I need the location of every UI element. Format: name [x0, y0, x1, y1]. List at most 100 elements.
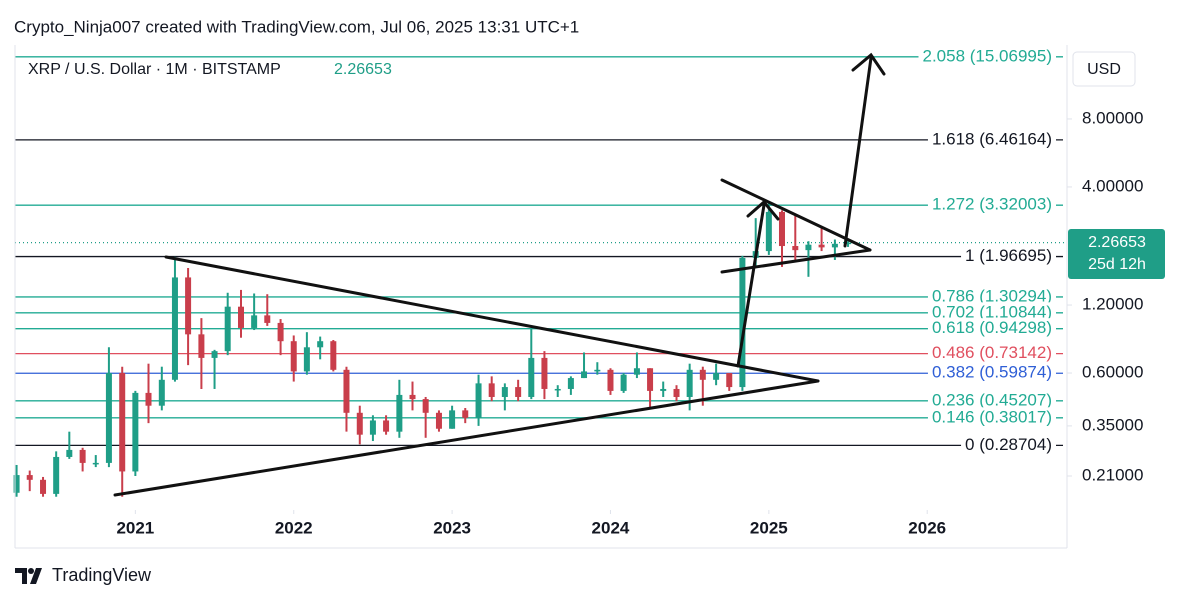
level-label-bg: [927, 194, 1056, 214]
candle-body: [699, 369, 706, 380]
candle-body: [330, 341, 337, 370]
level-label-bg: [961, 246, 1056, 266]
candle-body: [237, 306, 244, 328]
candle-body: [554, 388, 561, 391]
candle-body: [515, 387, 522, 397]
candle-body: [132, 392, 139, 472]
y-tick-label: 4.00000: [1082, 176, 1143, 195]
watermark: TradingView: [52, 565, 152, 585]
candle-body: [119, 373, 126, 472]
candle-body: [778, 211, 785, 247]
price-tag-value: 2.26653: [1088, 234, 1146, 251]
candle-body: [13, 475, 20, 493]
y-tick-label: 0.21000: [1082, 465, 1143, 484]
logo-mark: [15, 568, 42, 584]
candle-body: [211, 351, 218, 358]
candle-body: [633, 368, 640, 375]
level-label-bg: [927, 407, 1056, 427]
candle-body: [567, 378, 574, 389]
level-label-bg: [927, 362, 1056, 382]
arrow: [736, 203, 766, 368]
candle-body: [396, 394, 403, 432]
candle-body: [277, 322, 284, 342]
candle-body: [356, 412, 363, 435]
candle-body: [739, 257, 746, 388]
level-label: 0.786 (1.30294): [932, 286, 1052, 305]
y-tick-label: 0.35000: [1082, 415, 1143, 434]
candle-body: [40, 479, 47, 494]
candle-body: [105, 373, 112, 463]
price-tag-countdown: 25d 12h: [1088, 256, 1146, 273]
candle-body: [726, 373, 733, 388]
level-label-bg: [918, 46, 1056, 66]
candle-body: [317, 341, 324, 348]
price-tag: [1068, 229, 1165, 279]
currency-box[interactable]: [1072, 51, 1136, 87]
candle-body: [26, 475, 33, 480]
trend-line: [720, 248, 872, 274]
y-tick-label: 0.60000: [1082, 363, 1143, 382]
x-tick-label: 2023: [433, 518, 471, 537]
level-label: 1.272 (3.32003): [932, 195, 1052, 214]
candle-body: [224, 306, 231, 352]
logo: [15, 568, 42, 584]
candle-body: [66, 449, 73, 457]
arrow-head: [746, 199, 780, 221]
fib-levels: 2.058 (15.06995) 1.618 (6.46164) 1.272 (3.…: [15, 46, 1067, 454]
y-tick-label: 8.00000: [1082, 108, 1143, 127]
level-label-bg: [927, 129, 1056, 149]
candle-body: [805, 244, 812, 251]
candle-body: [607, 369, 614, 391]
x-tick-label: 2026: [908, 518, 946, 537]
level-label: 1 (1.96695): [965, 246, 1052, 265]
x-tick-label: 2025: [750, 518, 788, 537]
candle-body: [369, 420, 376, 435]
header: Crypto_Ninja007 created with TradingView…: [14, 17, 579, 36]
candle-body: [594, 369, 601, 372]
candle-body: [185, 277, 192, 335]
candle-body: [303, 347, 310, 372]
candle-body: [383, 420, 390, 432]
candle-body: [171, 277, 178, 380]
level-label: 2.058 (15.06995): [923, 46, 1053, 65]
candle-body: [449, 410, 456, 429]
symbol-title: XRP / U.S. Dollar · 1M · BITSTAMP: [28, 61, 281, 78]
candle-body: [528, 357, 535, 397]
candle-body: [343, 369, 350, 413]
level-label: 0.146 (0.38017): [932, 407, 1052, 426]
logo-mark: [28, 568, 34, 574]
level-label-bg: [927, 390, 1056, 410]
candle-body: [264, 315, 271, 323]
candle-body: [409, 394, 416, 400]
trend-line: [113, 379, 820, 497]
candle-body: [660, 388, 667, 391]
level-label-bg: [961, 434, 1056, 454]
level-label: 0 (0.28704): [965, 435, 1052, 454]
x-tick-label: 2022: [275, 518, 313, 537]
candle-body: [422, 399, 429, 413]
candle-body: [845, 242, 852, 245]
legend-price: 2.26653: [334, 61, 392, 78]
y-tick-label: 1.20000: [1082, 295, 1143, 314]
candle-body: [488, 383, 495, 397]
level-label: 0.702 (1.10844): [932, 302, 1052, 321]
level-label-bg: [927, 286, 1056, 306]
candle-body: [647, 368, 654, 391]
candle-body: [765, 211, 772, 252]
level-label: 0.486 (0.73142): [932, 343, 1052, 362]
candle-body: [792, 246, 799, 251]
candle-body: [251, 315, 258, 328]
x-tick-label: 2024: [592, 518, 630, 537]
candle-body: [145, 392, 152, 406]
candle-body: [673, 388, 680, 397]
candle-body: [92, 462, 99, 465]
candle-body: [713, 373, 720, 380]
candle-body: [620, 374, 627, 391]
candle-body: [435, 412, 442, 429]
candle-body: [462, 410, 469, 418]
x-tick-label: 2021: [116, 518, 154, 537]
candle-body: [198, 334, 205, 358]
candle-body: [158, 379, 165, 406]
